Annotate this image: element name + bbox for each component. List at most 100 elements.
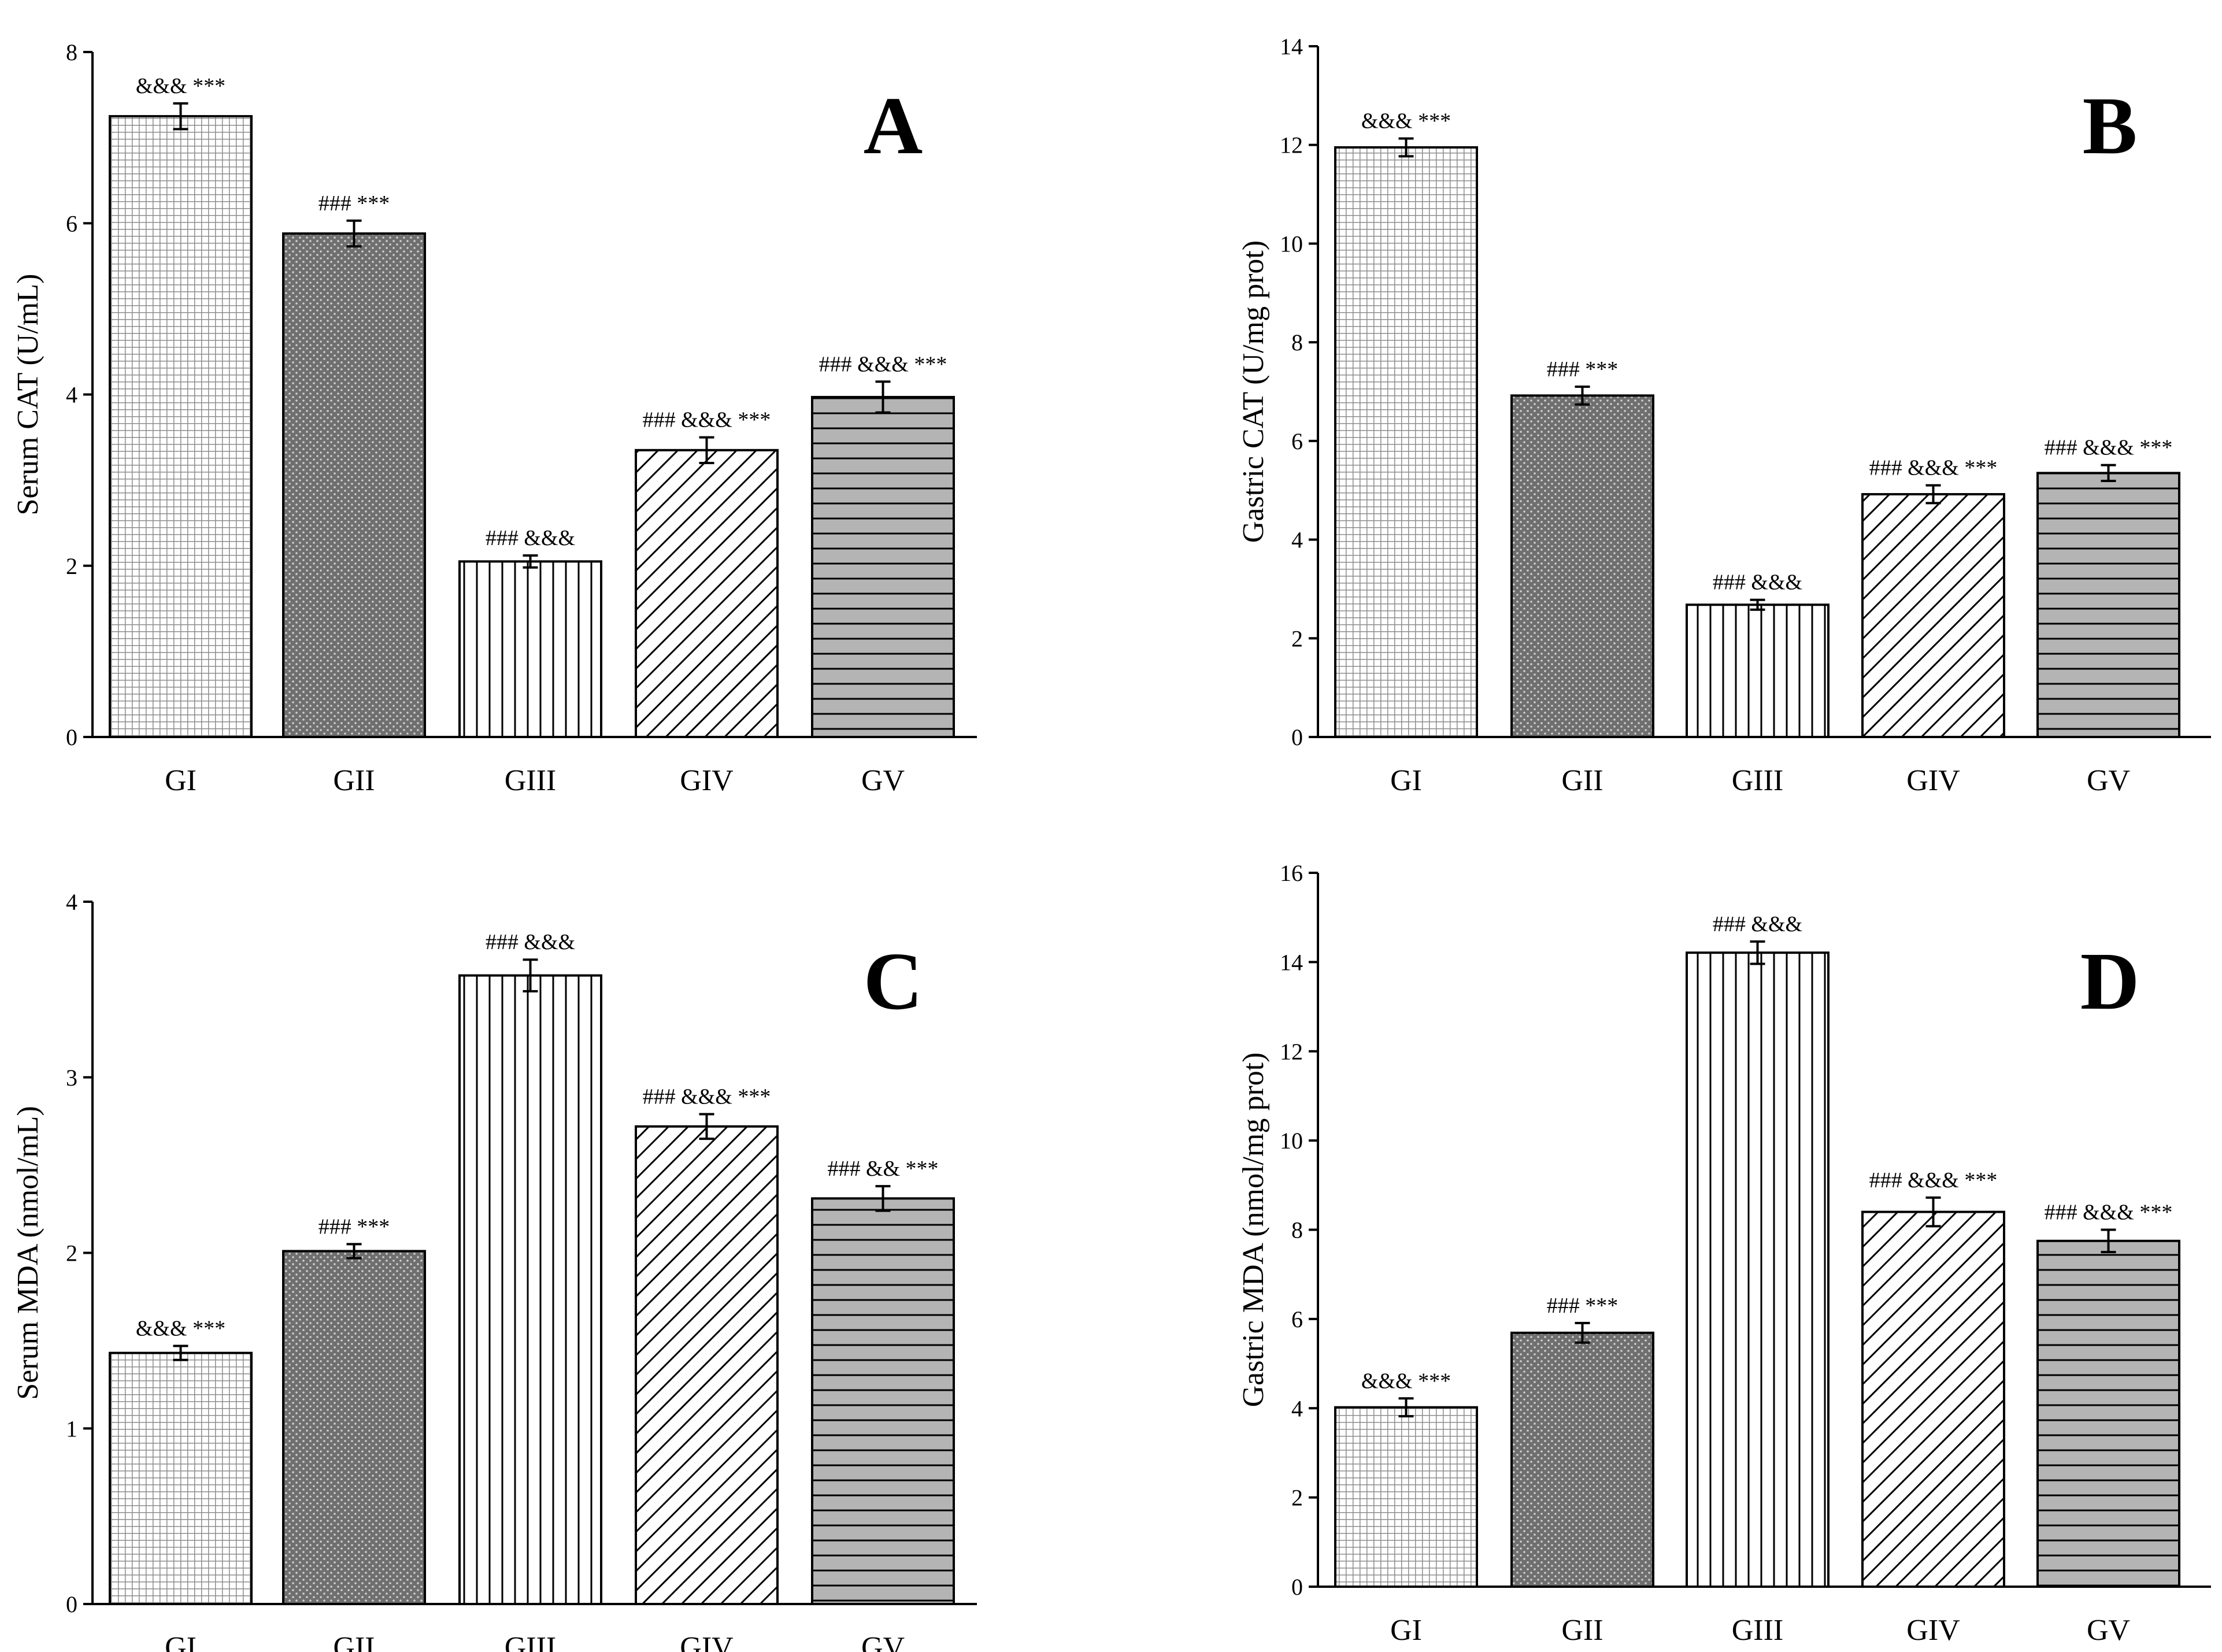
category-label: GI <box>1390 1614 1422 1647</box>
category-label: GI <box>165 764 197 797</box>
panel-c: &&& *** GI ### *** GII ### &&& GIII ### &&& **… <box>12 889 977 1652</box>
bar-c-gi <box>109 1351 253 1605</box>
y-tick-label: 8 <box>1291 1217 1303 1243</box>
error-bar <box>1575 1321 1590 1344</box>
error-bar <box>875 380 891 414</box>
significance-label: ### &&& *** <box>643 408 771 432</box>
bar-a-gii <box>282 232 426 738</box>
error-bar <box>1750 598 1765 611</box>
bar-a-giii <box>458 560 602 738</box>
y-axis-label: Gastric MDA (nmol/mg prot) <box>1237 1053 1270 1407</box>
error-bar <box>173 102 188 131</box>
category-label: GV <box>2087 764 2130 797</box>
error-bar <box>1575 385 1590 406</box>
error-bar <box>699 436 714 464</box>
category-label: GIV <box>680 764 733 797</box>
bar-a-gi <box>109 115 253 738</box>
error-bar <box>1398 137 1414 158</box>
error-bar <box>2101 464 2116 482</box>
y-tick-label: 10 <box>1280 231 1303 257</box>
panel-letter: D <box>2080 935 2140 1027</box>
y-tick-label: 12 <box>1280 132 1303 158</box>
significance-label: &&& *** <box>1361 1369 1451 1393</box>
bar-b-gv <box>2036 472 2180 738</box>
y-axis-label: Serum CAT (U/mL) <box>12 274 45 516</box>
bar-d-gii <box>1510 1331 1654 1588</box>
category-label: GII <box>1561 764 1603 797</box>
y-tick-label: 10 <box>1280 1128 1303 1154</box>
error-bar <box>346 1243 362 1260</box>
bar-c-gv <box>811 1197 955 1605</box>
category-label: GIV <box>680 1631 733 1652</box>
category-label: GV <box>861 764 905 797</box>
y-tick-label: 2 <box>1291 1485 1303 1511</box>
error-bar <box>875 1185 891 1212</box>
bar-d-giii <box>1686 951 1830 1588</box>
category-label: GIV <box>1906 764 1960 797</box>
significance-label: ### &&& <box>486 526 575 550</box>
y-tick-label: 2 <box>66 553 77 579</box>
category-label: GI <box>1390 764 1422 797</box>
error-bar <box>523 958 538 992</box>
category-label: GIII <box>505 764 557 797</box>
error-bar <box>346 219 362 248</box>
bar-c-giii <box>458 974 602 1605</box>
bar-a-gv <box>811 395 955 738</box>
y-tick-label: 6 <box>1291 428 1303 454</box>
y-axis-label: Gastric CAT (U/mg prot) <box>1237 240 1270 543</box>
error-bar <box>699 1113 714 1140</box>
category-label: GIII <box>1732 764 1784 797</box>
significance-label: &&& *** <box>136 74 225 98</box>
panel-letter: A <box>864 80 923 171</box>
y-tick-label: 4 <box>66 382 77 408</box>
significance-label: ### *** <box>319 191 390 216</box>
bar-d-giv <box>1861 1210 2005 1588</box>
y-tick-label: 12 <box>1280 1039 1303 1065</box>
y-tick-label: 2 <box>66 1240 77 1266</box>
y-tick-label: 0 <box>1291 724 1303 750</box>
error-bar <box>2101 1228 2116 1254</box>
significance-label: ### &&& *** <box>819 352 947 376</box>
significance-label: ### && *** <box>827 1157 938 1181</box>
y-tick-label: 6 <box>1291 1306 1303 1332</box>
panel-a: &&& *** GI ### *** GII ### &&& GIII ### &&& **… <box>12 39 977 797</box>
category-label: GIV <box>1906 1614 1960 1647</box>
y-tick-label: 4 <box>66 889 77 915</box>
y-tick-label: 8 <box>66 39 77 65</box>
significance-label: ### &&& *** <box>1869 456 1998 480</box>
bar-b-gii <box>1510 394 1654 738</box>
bar-d-gi <box>1334 1406 1478 1588</box>
y-tick-label: 2 <box>1291 625 1303 651</box>
y-axis-label: Serum MDA (nmol/mL) <box>12 1106 45 1399</box>
category-label: GIII <box>505 1631 557 1652</box>
bar-b-giii <box>1686 603 1830 738</box>
error-bar <box>1925 484 1941 505</box>
error-bar <box>173 1344 188 1361</box>
significance-label: ### &&& <box>1713 912 1802 936</box>
category-label: GV <box>2087 1614 2130 1647</box>
bar-c-giv <box>635 1125 779 1606</box>
y-tick-label: 1 <box>66 1416 77 1442</box>
y-tick-label: 0 <box>66 724 77 750</box>
significance-label: ### *** <box>1547 1294 1619 1318</box>
significance-label: ### &&& <box>486 930 575 954</box>
significance-label: &&& *** <box>1361 109 1451 134</box>
panel-letter: C <box>864 935 923 1027</box>
y-tick-label: 4 <box>1291 527 1303 553</box>
error-bar <box>1925 1196 1941 1228</box>
category-label: GII <box>333 1631 375 1652</box>
significance-label: ### *** <box>319 1214 390 1239</box>
significance-label: ### &&& <box>1713 571 1802 595</box>
y-tick-label: 14 <box>1280 949 1303 975</box>
y-tick-label: 3 <box>66 1065 77 1091</box>
bar-b-giv <box>1861 493 2005 738</box>
category-label: GIII <box>1732 1614 1784 1647</box>
error-bar <box>1398 1397 1414 1418</box>
category-label: GI <box>165 1631 197 1652</box>
category-label: GII <box>333 764 375 797</box>
bar-c-gii <box>282 1250 426 1605</box>
category-label: GII <box>1561 1614 1603 1647</box>
significance-label: ### *** <box>1547 357 1619 381</box>
significance-label: ### &&& *** <box>1869 1168 1998 1192</box>
